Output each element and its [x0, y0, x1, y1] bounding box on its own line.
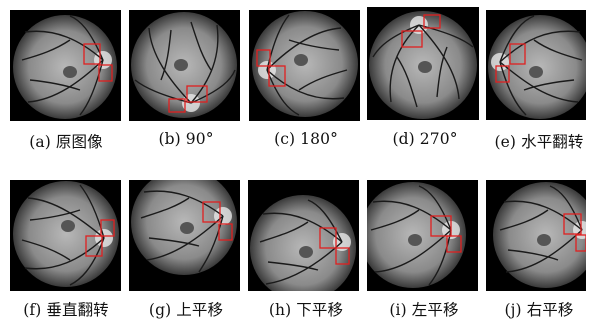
panel-shift-left — [367, 180, 478, 291]
fundus-image-rotate-270 — [369, 11, 477, 119]
panel-rotate-270 — [367, 7, 479, 120]
fundus-image-vertical-flip — [13, 181, 119, 287]
fundus-image-horizontal-flip — [488, 15, 586, 119]
panel-original — [10, 10, 121, 121]
fundus-image-rotate-180 — [252, 11, 358, 117]
caption-vertical-flip: (f) 垂直翻转 — [23, 301, 109, 319]
caption-original: (a) 原图像 — [29, 133, 103, 151]
panel-vertical-flip — [10, 180, 121, 291]
caption-rotate-180: (c) 180° — [274, 130, 338, 148]
caption-rotate-270: (d) 270° — [392, 130, 458, 148]
caption-shift-right: (j) 右平移 — [504, 301, 574, 319]
fundus-image-shift-left — [367, 182, 466, 288]
panel-rotate-90 — [129, 10, 240, 121]
fundus-image-shift-up — [131, 180, 237, 275]
fundus-image-original — [13, 15, 117, 119]
caption-shift-down: (h) 下平移 — [268, 301, 344, 319]
panel-shift-down — [248, 180, 359, 291]
panel-rotate-180 — [249, 10, 360, 121]
caption-shift-up: (g) 上平移 — [148, 301, 224, 319]
fundus-image-rotate-90 — [131, 12, 237, 118]
caption-rotate-90: (b) 90° — [158, 130, 214, 148]
fundus-image-shift-down — [250, 195, 356, 291]
fundus-image-shift-right — [493, 182, 586, 288]
panel-shift-up — [129, 180, 240, 291]
panel-shift-right — [486, 180, 586, 291]
panel-horizontal-flip — [486, 10, 586, 120]
caption-horizontal-flip: (e) 水平翻转 — [494, 133, 584, 151]
caption-shift-left: (i) 左平移 — [389, 301, 459, 319]
